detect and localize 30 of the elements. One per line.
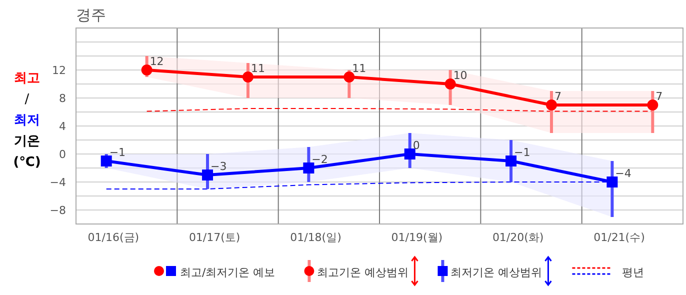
title: 경주 bbox=[76, 6, 106, 24]
x-tick-label: 01/18(일) bbox=[290, 231, 342, 244]
x-tick-label: 01/20(화) bbox=[492, 231, 544, 244]
y-tick-label: −4 bbox=[50, 176, 66, 189]
y-tick-label: 4 bbox=[59, 120, 66, 133]
data-label: −4 bbox=[615, 167, 632, 180]
legend-label: 평년 bbox=[622, 266, 644, 279]
text: 최고기온 예상범위 bbox=[317, 266, 409, 279]
y-tick-label: −8 bbox=[50, 204, 66, 217]
x-tick-label: 01/17(토) bbox=[188, 231, 240, 244]
data-label: 12 bbox=[150, 55, 164, 68]
text: 최저기온 예상범위 bbox=[450, 266, 542, 279]
ylabel: 최고/최저 기온 (℃) bbox=[13, 71, 41, 170]
data-label: −1 bbox=[514, 146, 530, 159]
data-label: −1 bbox=[109, 146, 126, 159]
data-label: 11 bbox=[352, 62, 366, 75]
y-tick-label: 8 bbox=[59, 92, 66, 105]
data-label: 11 bbox=[250, 62, 265, 75]
y-tick-label: 12 bbox=[52, 64, 66, 77]
data-label: −3 bbox=[210, 160, 227, 173]
data-label: 7 bbox=[554, 90, 562, 103]
data-label: 10 bbox=[453, 69, 468, 82]
x-tick-label: 01/21(수) bbox=[594, 231, 645, 244]
data-label: 0 bbox=[412, 139, 420, 152]
data-label: 7 bbox=[656, 90, 663, 103]
y-tick-label: 0 bbox=[59, 148, 66, 161]
legend-label: 최고/최저기온 예보 bbox=[180, 266, 276, 279]
x-tick-label: 01/16(금) bbox=[88, 231, 140, 244]
x-tick-label: 01/19(월) bbox=[391, 231, 443, 244]
data-label: −2 bbox=[312, 153, 328, 166]
